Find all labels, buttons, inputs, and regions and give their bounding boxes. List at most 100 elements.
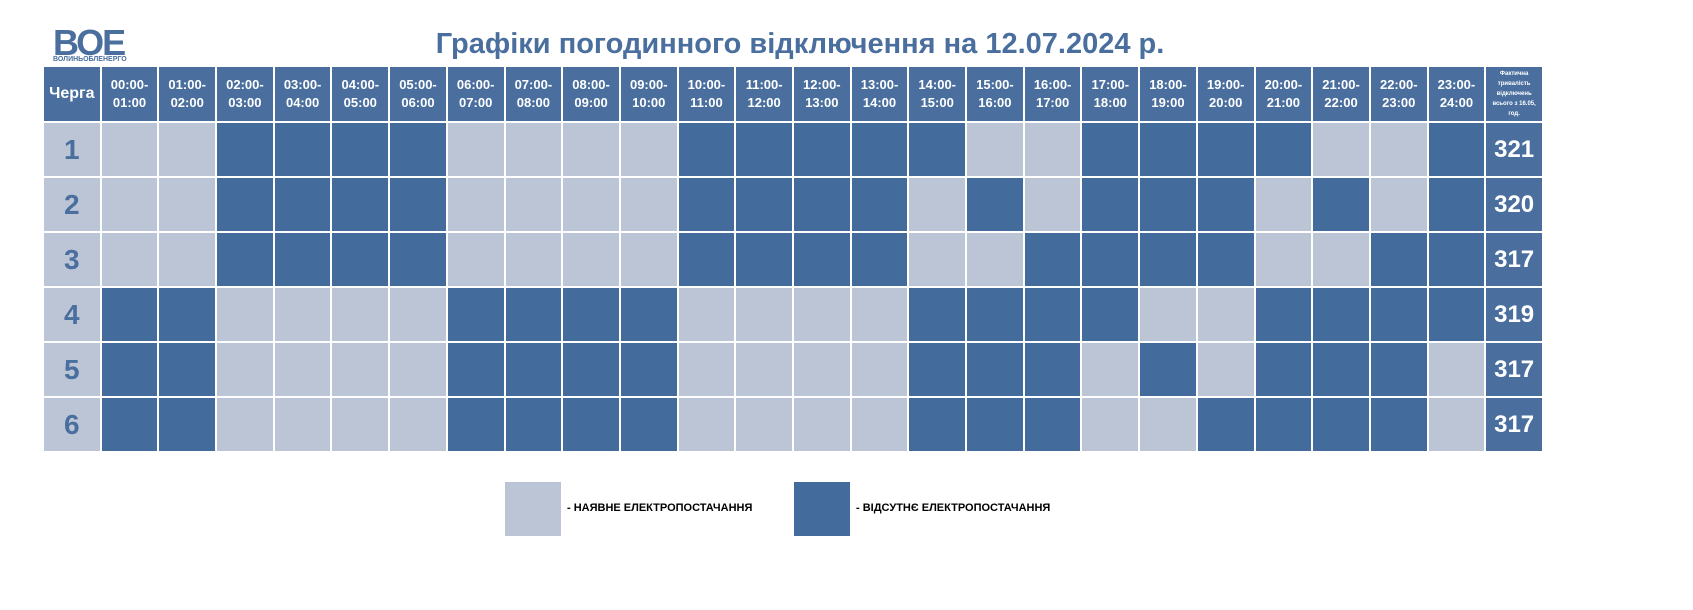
column-header: 11:00- 12:00: [736, 67, 792, 121]
hour-cell: [851, 398, 908, 451]
hour-cell: [447, 123, 504, 176]
hour-cell: [1024, 398, 1081, 451]
hour-cell: [390, 398, 446, 451]
hour-cell: [1197, 123, 1254, 176]
hour-cell: [274, 398, 331, 451]
hour-cell: [1197, 178, 1254, 231]
hour-cell: [1255, 398, 1312, 451]
hour-cell: [101, 233, 158, 286]
hour-cell: [1255, 178, 1312, 231]
hour-cell: [1313, 288, 1369, 341]
hour-cell: [678, 398, 735, 451]
column-header: 04:00- 05:00: [332, 67, 389, 121]
hour-cell: [447, 178, 504, 231]
hour-cell: [332, 398, 389, 451]
hour-cell: [620, 233, 677, 286]
hour-cell: [1255, 343, 1312, 396]
hour-cell: [159, 233, 216, 286]
logo-caption: ВОЛИНЬОБЛЕНЕРГО: [53, 56, 127, 63]
legend-swatch: [794, 482, 850, 536]
hour-cell: [390, 288, 446, 341]
hour-cell: [563, 233, 619, 286]
queue-number: 1: [44, 123, 100, 176]
hour-cell: [390, 123, 446, 176]
hour-cell: [274, 288, 331, 341]
column-header: 19:00- 20:00: [1197, 67, 1254, 121]
hour-cell: [967, 123, 1023, 176]
hour-cell: [851, 288, 908, 341]
hour-cell: [1082, 398, 1139, 451]
hour-cell: [1428, 123, 1485, 176]
hour-cell: [1370, 123, 1427, 176]
hour-cell: [1140, 123, 1196, 176]
hour-cell: [505, 123, 562, 176]
hour-cell: [1082, 343, 1139, 396]
hour-cell: [851, 123, 908, 176]
hour-cell: [1370, 288, 1427, 341]
column-header: 17:00- 18:00: [1082, 67, 1139, 121]
total-hours: 317: [1486, 398, 1542, 451]
hour-cell: [851, 343, 908, 396]
hour-cell: [505, 178, 562, 231]
column-header: Фактична тривалість відключень всього з …: [1486, 67, 1542, 121]
column-header: 00:00- 01:00: [101, 67, 158, 121]
legend-swatch: [505, 482, 561, 536]
hour-cell: [1313, 398, 1369, 451]
hour-cell: [620, 288, 677, 341]
hour-cell: [967, 398, 1023, 451]
hour-cell: [505, 288, 562, 341]
hour-cell: [794, 398, 850, 451]
hour-cell: [1313, 123, 1369, 176]
hour-cell: [1024, 123, 1081, 176]
hour-cell: [736, 178, 792, 231]
hour-cell: [1313, 343, 1369, 396]
hour-cell: [101, 178, 158, 231]
column-header: 05:00- 06:00: [390, 67, 446, 121]
hour-cell: [736, 123, 792, 176]
hour-cell: [909, 123, 966, 176]
hour-cell: [447, 343, 504, 396]
hour-cell: [1255, 288, 1312, 341]
hour-cell: [909, 398, 966, 451]
hour-cell: [274, 178, 331, 231]
hour-cell: [620, 398, 677, 451]
hour-cell: [332, 233, 389, 286]
hour-cell: [332, 288, 389, 341]
hour-cell: [794, 178, 850, 231]
hour-cell: [390, 178, 446, 231]
hour-cell: [159, 123, 216, 176]
hour-cell: [563, 288, 619, 341]
total-hours: 317: [1486, 233, 1542, 286]
hour-cell: [1313, 178, 1369, 231]
hour-cell: [217, 233, 273, 286]
queue-number: 3: [44, 233, 100, 286]
hour-cell: [1255, 123, 1312, 176]
hour-cell: [1082, 288, 1139, 341]
hour-cell: [447, 288, 504, 341]
column-header: 03:00- 04:00: [274, 67, 331, 121]
legend-label: - НАЯВНЕ ЕЛЕКТРОПОСТАЧАННЯ: [567, 502, 753, 514]
hour-cell: [1082, 233, 1139, 286]
queue-number: 4: [44, 288, 100, 341]
hour-cell: [620, 343, 677, 396]
hour-cell: [274, 233, 331, 286]
hour-cell: [967, 178, 1023, 231]
hour-cell: [274, 343, 331, 396]
hour-cell: [736, 398, 792, 451]
hour-cell: [678, 178, 735, 231]
hour-cell: [217, 288, 273, 341]
hour-cell: [736, 343, 792, 396]
hour-cell: [101, 343, 158, 396]
column-header: 16:00- 17:00: [1024, 67, 1081, 121]
hour-cell: [447, 398, 504, 451]
hour-cell: [332, 123, 389, 176]
hour-cell: [101, 398, 158, 451]
hour-cell: [1140, 233, 1196, 286]
hour-cell: [1024, 288, 1081, 341]
hour-cell: [563, 398, 619, 451]
hour-cell: [1140, 343, 1196, 396]
column-header: 06:00- 07:00: [447, 67, 504, 121]
hour-cell: [447, 233, 504, 286]
hour-cell: [1428, 398, 1485, 451]
hour-cell: [390, 343, 446, 396]
